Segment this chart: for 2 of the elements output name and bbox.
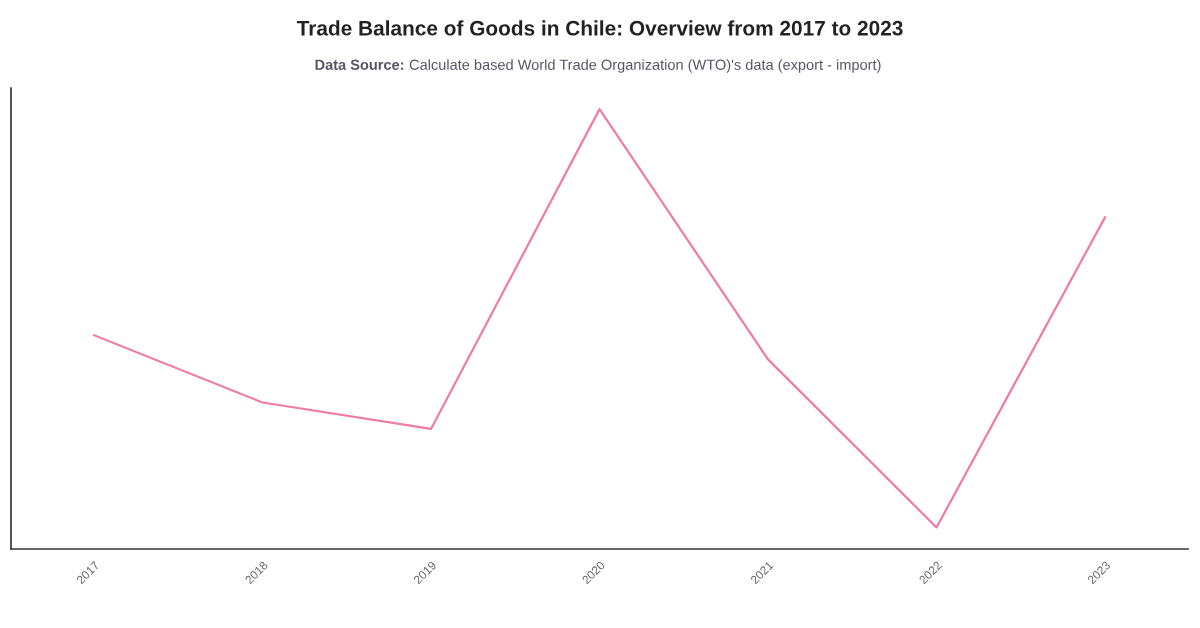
- source-note: Data Source: Calculate based World Trade Organization (WTO)'s data (export - import): [315, 59, 881, 73]
- chart-title: Trade Balance of Goods in Chile: Overview from 2017 to 2023: [296, 20, 903, 36]
